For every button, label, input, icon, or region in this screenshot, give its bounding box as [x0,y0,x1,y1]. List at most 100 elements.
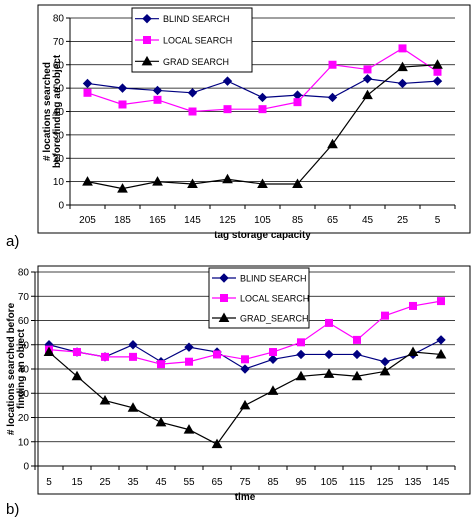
data-point [432,59,443,69]
y-tick-label: 70 [53,37,65,48]
data-point [101,352,109,361]
legend-marker [220,294,228,302]
legend-marker [141,55,153,66]
y-tick-label: 70 [18,292,30,303]
y-tick-label: 30 [53,130,65,141]
data-point [127,402,139,412]
data-point [379,365,391,376]
y-tick-label: 10 [18,437,30,448]
legend-item: BLIND SEARCH [212,273,307,284]
legend-marker [143,36,151,44]
legend-item: LOCAL SEARCH [212,294,309,304]
x-axis-label: time [235,492,256,503]
data-point [327,138,338,149]
x-tick-label: 85 [267,477,279,488]
data-point [213,350,221,359]
data-point [152,176,163,186]
legend-label: GRAD SEARCH [163,57,229,67]
data-point [381,311,389,320]
y-tick-label: 80 [53,14,65,25]
x-tick-label: 45 [362,215,374,226]
data-point [184,342,194,352]
x-tick-label: 145 [184,215,201,226]
data-point [351,370,363,381]
series-grad-search [82,59,443,193]
data-point [433,67,442,76]
panel-label: b) [6,501,19,518]
legend: BLIND SEARCH LOCAL SEARCH GRAD SEARCH [131,7,253,73]
x-tick-label: 5 [435,215,441,226]
y-tick-label: 20 [18,413,30,424]
x-tick-label: 35 [127,477,139,488]
data-point [117,183,128,193]
data-point [240,364,250,374]
y-axis: 0 10 20 30 40 50 60 70 80 [18,268,455,473]
data-point [397,78,408,89]
x-tick-label: 145 [433,477,450,488]
data-point [353,335,361,344]
legend-marker [142,13,152,24]
data-point [323,368,335,378]
x-axis: 5 15 25 35 45 55 65 75 85 95 105 115 125 135 145 [34,466,456,488]
x-tick-label: 45 [155,477,167,488]
data-point [258,105,267,114]
data-point [82,78,93,89]
legend-marker [219,273,229,283]
data-point [267,385,279,395]
data-point [409,301,417,310]
legend-label: LOCAL SEARCH [240,294,309,304]
x-tick-label: 5 [46,477,52,488]
x-tick-label: 75 [239,477,251,488]
data-point [187,178,198,188]
legend-item: BLIND SEARCH [135,13,230,24]
data-point [362,89,373,100]
x-tick-label: 115 [349,477,365,488]
data-point [239,399,251,410]
series-grad-search [43,346,447,449]
data-point [153,95,162,104]
legend-label: BLIND SEARCH [163,14,230,24]
series-blind-search [82,74,443,103]
data-point [295,370,307,381]
data-point [241,355,249,364]
data-point [188,107,197,116]
legend-item: GRAD_SEARCH [212,312,309,324]
x-tick-label: 65 [327,215,339,226]
data-point [118,100,127,109]
x-tick-label: 165 [149,215,166,226]
data-point [268,354,278,365]
data-point [223,105,232,114]
data-point [362,74,373,84]
series-local-search [45,297,445,369]
data-point [398,44,407,53]
legend-item: LOCAL SEARCH [135,36,232,46]
y-tick-label: 40 [53,107,65,118]
chart-frame [37,4,471,234]
y-tick-label: 20 [53,154,65,165]
x-tick-label: 55 [183,477,195,488]
x-tick-label: 15 [71,477,83,488]
x-axis-label: tag storage capacity [214,230,311,241]
chart-panel-a: a) 0 10 20 30 40 50 60 70 80 205 185 165 145 125 105 85 6… [6,4,471,250]
data-point [82,176,93,186]
data-point [222,76,233,86]
y-tick-label: 50 [18,340,30,351]
legend-label: BLIND SEARCH [240,274,307,284]
x-tick-label: 25 [99,477,111,488]
data-point [257,92,268,103]
x-tick-label: 125 [219,215,236,226]
x-tick-label: 185 [114,215,131,226]
y-tick-label: 60 [18,316,30,327]
data-point [397,61,408,72]
data-point [187,88,198,98]
y-tick-label: 60 [53,60,65,71]
x-tick-label: 25 [397,215,409,226]
data-point [296,349,306,360]
data-point [363,65,372,74]
y-axis-label: # locations searched [42,62,53,161]
data-point [297,338,305,347]
data-point [327,92,338,103]
data-point [117,83,128,93]
data-point [71,370,83,381]
